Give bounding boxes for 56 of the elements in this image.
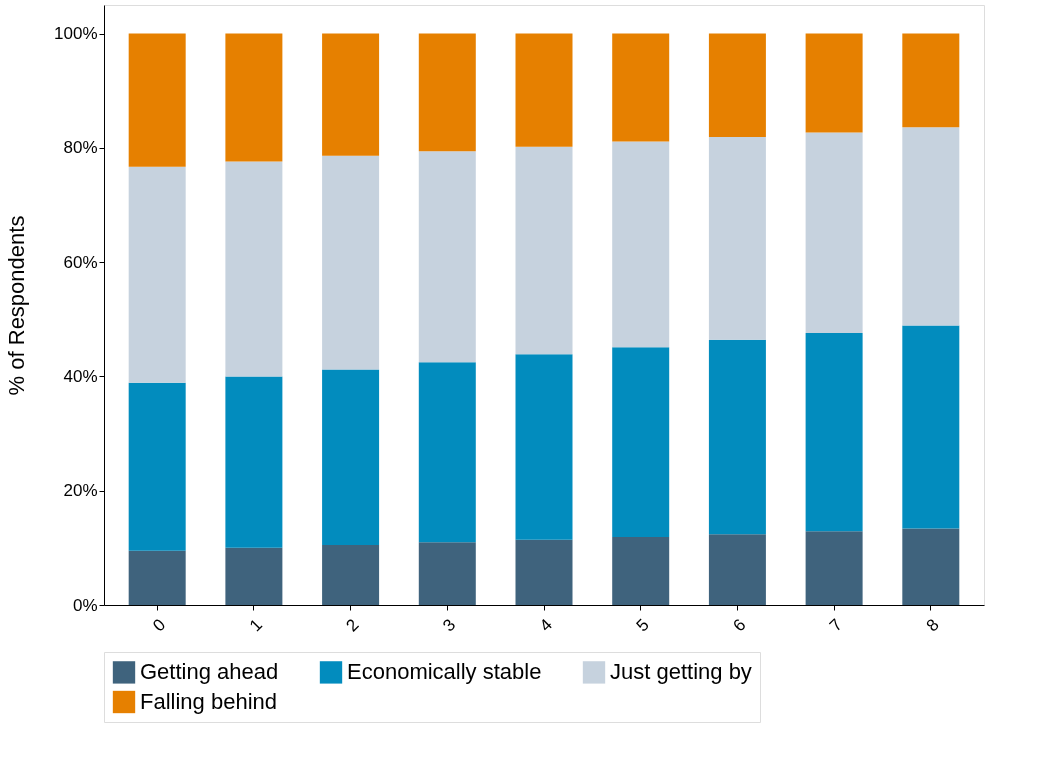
bar xyxy=(708,339,766,535)
legend-label: Falling behind xyxy=(140,689,277,714)
bar xyxy=(225,376,283,548)
bar xyxy=(128,33,186,167)
bar xyxy=(128,550,186,605)
y-tick-label: 100% xyxy=(54,24,98,44)
y-tick-label: 40% xyxy=(63,366,98,386)
bar xyxy=(225,547,283,605)
bar xyxy=(418,362,476,543)
y-tick-label: 0% xyxy=(72,595,98,615)
bar xyxy=(322,33,380,156)
legend-label: Getting ahead xyxy=(140,659,279,685)
x-tick-label: 2 xyxy=(342,615,363,636)
bar xyxy=(902,33,960,128)
bar xyxy=(612,537,670,605)
bar xyxy=(322,155,380,370)
x-tick-label: 4 xyxy=(535,615,557,636)
x-tick-label: 0 xyxy=(149,615,170,636)
x-tick-label: 7 xyxy=(826,615,847,636)
y-tick-label: 60% xyxy=(63,252,98,272)
bar xyxy=(418,151,476,363)
bar xyxy=(612,347,670,537)
bar xyxy=(225,161,283,377)
x-tick-label: 5 xyxy=(632,615,653,636)
bar xyxy=(805,33,863,133)
bar xyxy=(418,33,476,152)
x-tick-label: 1 xyxy=(245,615,266,636)
bar xyxy=(902,127,960,326)
bar xyxy=(708,137,766,340)
legend-label: Economically stable xyxy=(347,659,542,685)
x-tick-label: 8 xyxy=(922,615,943,636)
bar xyxy=(902,325,960,529)
bar xyxy=(805,531,863,605)
bar xyxy=(128,166,186,383)
bar xyxy=(128,382,186,551)
bar xyxy=(805,333,863,532)
x-tick-label: 3 xyxy=(439,615,460,636)
bar xyxy=(515,146,573,355)
bar xyxy=(322,369,380,545)
bar xyxy=(418,542,476,605)
bar xyxy=(225,33,283,162)
bar xyxy=(612,141,670,348)
y-tick-label: 20% xyxy=(63,481,98,501)
bar xyxy=(322,545,380,605)
x-tick-label: 6 xyxy=(729,615,750,636)
bar xyxy=(902,528,960,605)
bar xyxy=(515,539,573,605)
legend-label: Just getting by xyxy=(610,659,752,685)
bar xyxy=(612,33,670,142)
bar xyxy=(515,354,573,540)
y-tick-label: 80% xyxy=(63,138,98,158)
bar xyxy=(708,534,766,605)
bar xyxy=(515,33,573,147)
y-axis-title: % of Respondents xyxy=(4,215,30,396)
bar xyxy=(708,33,766,137)
bar xyxy=(805,132,863,333)
